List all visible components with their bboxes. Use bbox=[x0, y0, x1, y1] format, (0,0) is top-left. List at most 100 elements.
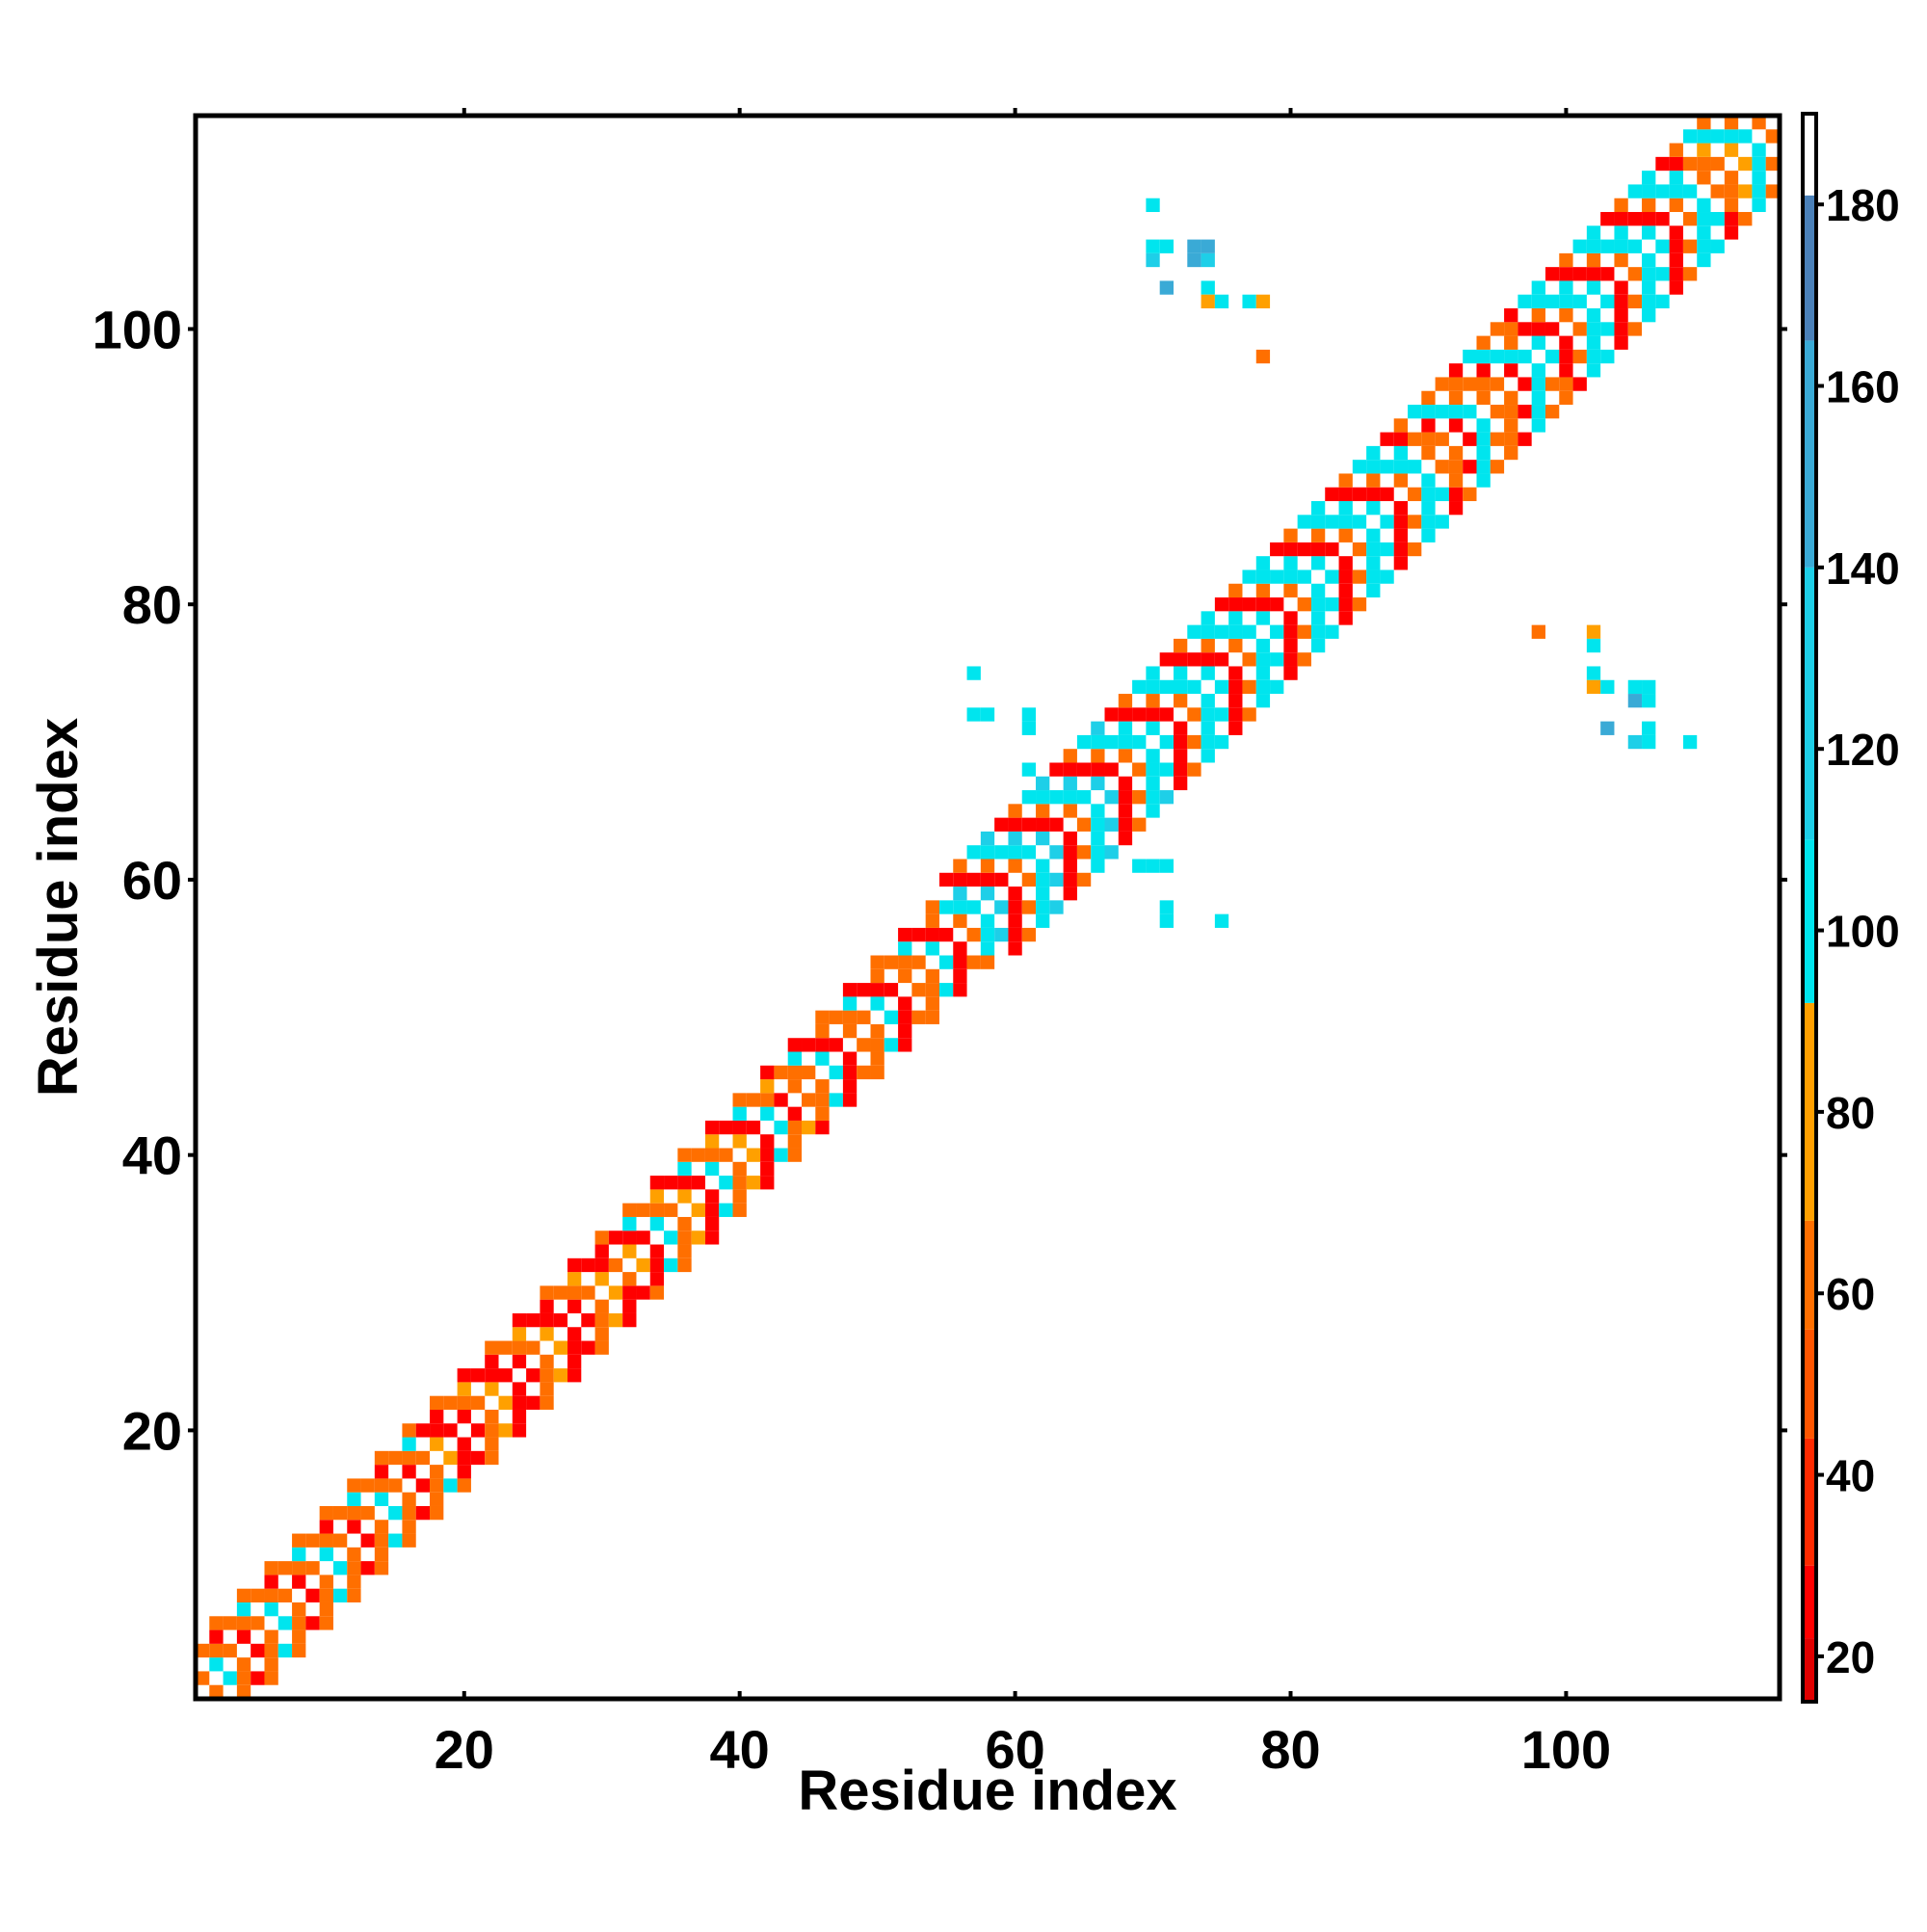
heatmap-cell bbox=[1697, 171, 1711, 185]
heatmap-cell bbox=[1063, 790, 1077, 805]
colorbar-band bbox=[1803, 1438, 1816, 1566]
heatmap-cell bbox=[649, 1257, 665, 1273]
heatmap-cell bbox=[884, 983, 899, 997]
heatmap-cell bbox=[760, 1079, 775, 1094]
heatmap-cell bbox=[1655, 184, 1670, 198]
heatmap-cell bbox=[815, 1120, 830, 1135]
heatmap-cell bbox=[1614, 252, 1628, 268]
heatmap-cell bbox=[980, 913, 995, 928]
heatmap-cell bbox=[1614, 239, 1628, 253]
heatmap-cell bbox=[1531, 322, 1545, 336]
heatmap-cell bbox=[1504, 308, 1518, 323]
heatmap-cell bbox=[581, 1257, 595, 1273]
heatmap-cell bbox=[677, 1189, 692, 1204]
heatmap-cell bbox=[1242, 569, 1256, 584]
heatmap-cell bbox=[1682, 156, 1698, 172]
heatmap-cell bbox=[526, 1312, 541, 1328]
heatmap-cell bbox=[1393, 418, 1409, 433]
heatmap-cell bbox=[457, 1409, 471, 1424]
heatmap-cell bbox=[1021, 790, 1037, 805]
heatmap-cell bbox=[1132, 762, 1147, 777]
heatmap-cell bbox=[1586, 363, 1601, 378]
heatmap-cell bbox=[1655, 156, 1670, 172]
heatmap-cell bbox=[787, 1079, 803, 1094]
heatmap-cell bbox=[1036, 887, 1050, 901]
heatmap-cell bbox=[1228, 694, 1243, 708]
heatmap-cell bbox=[1310, 624, 1326, 639]
heatmap-cell bbox=[1091, 749, 1105, 763]
heatmap-cell bbox=[1187, 624, 1201, 639]
heatmap-cell bbox=[1765, 129, 1780, 144]
heatmap-cell bbox=[430, 1505, 444, 1521]
heatmap-cell bbox=[1586, 239, 1601, 253]
heatmap-cell bbox=[1724, 212, 1739, 226]
heatmap-cell bbox=[1228, 597, 1243, 612]
heatmap-cell bbox=[870, 1023, 884, 1039]
heatmap-cell bbox=[1421, 405, 1436, 419]
heatmap-cell bbox=[1255, 652, 1271, 667]
heatmap-cell bbox=[1283, 624, 1298, 639]
colorbar-tick-label: 20 bbox=[1826, 1632, 1875, 1682]
heatmap-cell bbox=[1159, 280, 1174, 295]
heatmap-cell bbox=[1724, 116, 1739, 130]
heatmap-cell bbox=[1366, 460, 1381, 474]
heatmap-cell bbox=[1325, 542, 1339, 557]
heatmap-cell bbox=[1118, 749, 1133, 763]
heatmap-cell bbox=[1366, 528, 1381, 543]
heatmap-cell bbox=[251, 1616, 265, 1630]
heatmap-cell bbox=[938, 983, 954, 997]
heatmap-cell bbox=[1669, 280, 1683, 295]
heatmap-cell bbox=[581, 1312, 595, 1328]
heatmap-cell bbox=[1738, 129, 1753, 144]
heatmap-cell bbox=[677, 1176, 692, 1190]
heatmap-cell bbox=[1600, 239, 1615, 253]
heatmap-cell bbox=[760, 1176, 775, 1190]
heatmap-cell bbox=[1146, 776, 1160, 791]
heatmap-cell bbox=[1008, 845, 1022, 860]
axis-ticks: 20 40 60 80 100 20 40 60 80 100 bbox=[92, 108, 1787, 1780]
heatmap-cell bbox=[567, 1368, 582, 1383]
heatmap-cell bbox=[1476, 418, 1491, 433]
heatmap-cell bbox=[980, 845, 995, 860]
heatmap-cell bbox=[1132, 734, 1147, 750]
heatmap-cell bbox=[1724, 198, 1739, 213]
heatmap-cell bbox=[430, 1465, 444, 1479]
heatmap-cell bbox=[980, 859, 995, 873]
heatmap-cell bbox=[1255, 638, 1271, 653]
colorbar-tick-label: 180 bbox=[1826, 180, 1900, 230]
heatmap-cell bbox=[1228, 666, 1243, 680]
heatmap-cell bbox=[1627, 734, 1643, 750]
heatmap-cell bbox=[457, 1368, 471, 1383]
heatmap-cell bbox=[1352, 542, 1367, 557]
heatmap-cell bbox=[277, 1643, 293, 1658]
heatmap-cell bbox=[1104, 845, 1119, 860]
heatmap-cell bbox=[1738, 156, 1753, 172]
heatmap-cell bbox=[1408, 515, 1422, 529]
heatmap-cell bbox=[857, 1038, 871, 1052]
heatmap-cell bbox=[691, 1176, 705, 1190]
heatmap-cell bbox=[1228, 707, 1243, 722]
heatmap-cell bbox=[1476, 432, 1491, 446]
heatmap-cell bbox=[1091, 804, 1105, 818]
heatmap-cell bbox=[512, 1340, 527, 1355]
heatmap-cell bbox=[430, 1492, 444, 1506]
heatmap-cell bbox=[994, 872, 1009, 887]
plot-frame bbox=[193, 113, 1782, 1702]
heatmap-cell bbox=[1421, 528, 1436, 543]
heatmap-cell bbox=[664, 1176, 678, 1190]
heatmap-cell bbox=[1669, 184, 1683, 198]
heatmap-cell bbox=[236, 1588, 251, 1602]
heatmap-cell bbox=[332, 1505, 348, 1521]
heatmap-cell bbox=[1463, 460, 1477, 474]
heatmap-cell bbox=[649, 1272, 665, 1286]
heatmap-cell bbox=[787, 1148, 803, 1162]
heatmap-cell bbox=[360, 1533, 375, 1548]
heatmap-cell bbox=[402, 1533, 416, 1548]
heatmap-cell bbox=[925, 983, 939, 997]
heatmap-cell bbox=[1393, 473, 1409, 488]
heatmap-cell bbox=[1393, 515, 1409, 529]
heatmap-cell bbox=[594, 1327, 609, 1341]
heatmap-cell bbox=[898, 968, 912, 984]
heatmap-cell bbox=[305, 1561, 320, 1575]
